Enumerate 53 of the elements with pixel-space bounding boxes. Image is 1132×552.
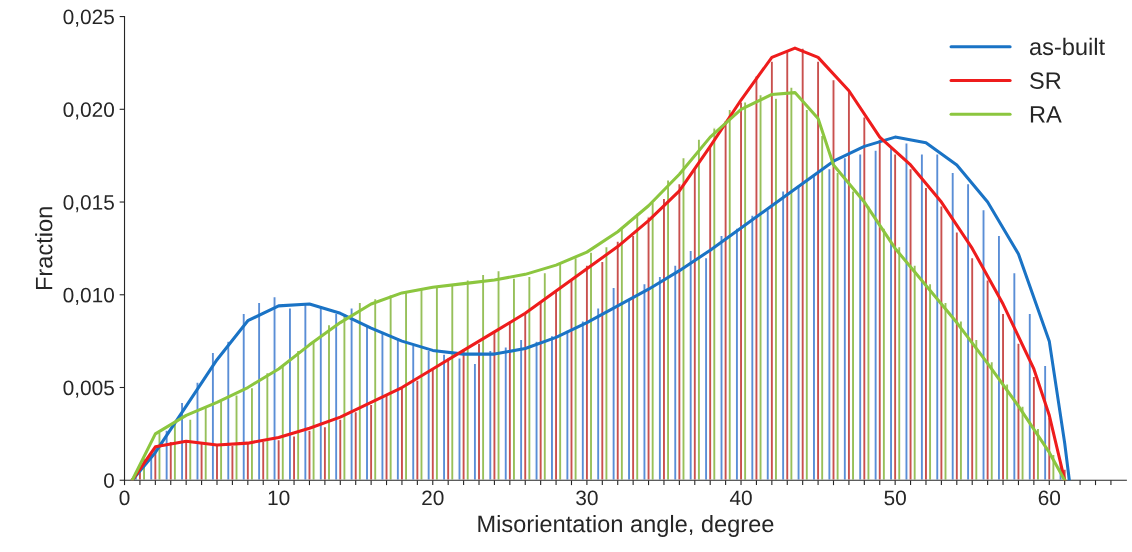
legend-label: RA	[1030, 106, 1062, 123]
bar	[604, 245, 609, 481]
bar	[650, 201, 655, 481]
bar	[727, 108, 733, 481]
bar	[380, 331, 385, 481]
y-tick-label: 0,020	[63, 102, 114, 120]
x-tick-label: 40	[729, 490, 752, 506]
bar	[280, 364, 286, 481]
bar	[573, 256, 578, 481]
bar	[318, 305, 324, 481]
bar	[311, 340, 316, 481]
bar	[419, 288, 424, 481]
x-tick-label: 50	[884, 490, 906, 506]
x-tick-label: 20	[422, 490, 444, 506]
y-axis-title: Fraction	[35, 207, 53, 290]
x-tick-label: 10	[268, 490, 290, 506]
bar	[496, 269, 501, 481]
bar	[272, 295, 277, 481]
bar	[357, 301, 363, 481]
y-tick-label: 0,005	[63, 380, 114, 398]
bar	[372, 297, 378, 481]
bar	[465, 279, 471, 481]
bar	[527, 275, 532, 481]
bar	[711, 127, 717, 481]
bar	[877, 138, 883, 481]
bar	[187, 418, 193, 481]
legend-label: SR	[1030, 72, 1061, 89]
x-tick-label: 0	[119, 490, 130, 506]
y-tick-label: 0,010	[63, 287, 114, 305]
legend-label: as-built	[1029, 37, 1105, 56]
bar	[342, 312, 347, 481]
y-tick-label: 0,025	[63, 9, 114, 27]
bar	[634, 212, 640, 481]
bar	[388, 294, 393, 481]
bar	[203, 405, 209, 481]
bar	[295, 349, 301, 481]
bar	[681, 156, 686, 481]
bar	[619, 227, 625, 481]
y-tick-label: 0,015	[63, 195, 114, 213]
bar	[557, 262, 563, 481]
bar	[395, 336, 401, 481]
bar	[349, 307, 354, 481]
bar	[225, 340, 231, 481]
bar	[241, 312, 247, 481]
bar	[333, 312, 339, 481]
x-tick-label: 60	[1038, 490, 1061, 506]
bar	[265, 371, 270, 481]
x-axis-title: Misorientation angle, degree	[478, 514, 774, 537]
y-tick-label: 0	[104, 473, 114, 488]
bar	[542, 271, 548, 481]
bar	[1027, 312, 1033, 481]
x-tick-label: 30	[576, 490, 598, 506]
bar	[234, 394, 239, 481]
